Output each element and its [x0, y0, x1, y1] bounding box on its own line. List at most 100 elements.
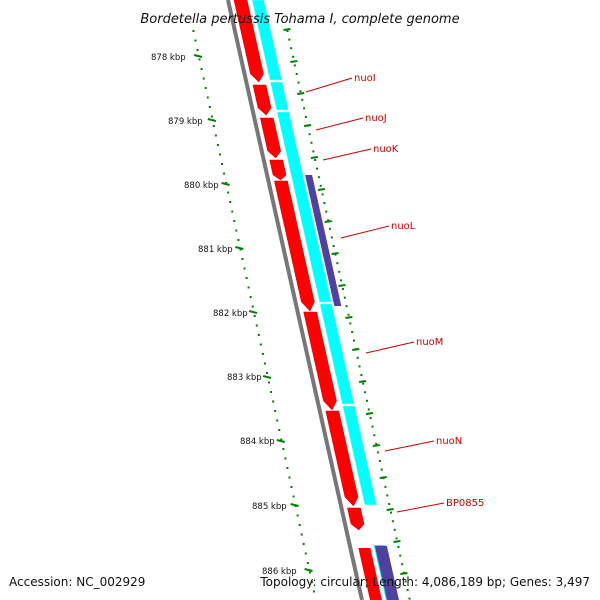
- inner-tick-dot: [200, 68, 203, 70]
- outer-tick-dot: [308, 133, 311, 136]
- outer-tick-dot: [395, 537, 398, 540]
- inner-tick-dot: [259, 343, 262, 346]
- inner-tick-dot: [214, 134, 217, 137]
- inner-tick-dot: [286, 467, 289, 469]
- outer-tick-dot: [408, 597, 411, 600]
- outer-tick-dot: [328, 227, 331, 230]
- inner-tick-dot: [212, 125, 215, 127]
- inner-tick-dot: [221, 163, 224, 165]
- outer-tick-dot: [327, 219, 330, 222]
- inner-tick-dot: [263, 362, 266, 365]
- outer-tick-dot: [397, 546, 400, 548]
- inner-tick-dot: [302, 543, 305, 545]
- gene-arrow-0: [233, 0, 264, 83]
- inner-tick-dot: [298, 524, 301, 526]
- gene-label-4: nuoM: [416, 337, 443, 348]
- outer-tick-dot: [288, 38, 291, 41]
- outer-major-tick: [338, 284, 346, 287]
- kbp-label-0: 878 kbp: [151, 53, 186, 63]
- gene-leader-4: [365, 341, 415, 354]
- gene-label-5: nuoN: [436, 436, 462, 447]
- inner-tick-dot: [261, 353, 264, 355]
- outer-tick-dot: [353, 339, 356, 342]
- kbp-label-7: 885 kbp: [252, 502, 287, 512]
- inner-tick-dot: [304, 552, 307, 555]
- outer-tick-dot: [349, 322, 352, 325]
- inner-tick-dot: [288, 476, 291, 479]
- outer-tick-dot: [399, 554, 402, 557]
- outer-tick-dot: [332, 245, 335, 247]
- inner-tick-dot: [227, 191, 230, 194]
- outer-tick-dot: [404, 580, 407, 583]
- inner-tick-dot: [296, 514, 299, 517]
- outer-tick-marks: [283, 28, 411, 600]
- kbp-tick-0: [193, 54, 203, 58]
- gene-labels: nuoI nuoJ nuoK nuoL nuoM nuoN BP0855: [305, 73, 484, 513]
- gene-arrow-1: [252, 84, 272, 116]
- gene-leader-5: [384, 440, 435, 452]
- gene-label-3: nuoL: [391, 221, 416, 232]
- outer-major-tick: [379, 476, 387, 479]
- outer-major-tick: [297, 92, 305, 95]
- outer-tick-dot: [334, 253, 337, 256]
- outer-tick-dot: [401, 563, 404, 566]
- outer-tick-dot: [310, 141, 313, 144]
- outer-tick-dot: [312, 150, 315, 153]
- kbp-label-2: 880 kbp: [184, 181, 219, 191]
- inner-tick-dot: [253, 315, 256, 317]
- kbp-labels: 878 kbp 879 kbp 880 kbp 881 kbp 882 kbp 883 k…: [151, 53, 297, 577]
- outer-tick-dot: [338, 270, 341, 273]
- outer-tick-dot: [291, 55, 294, 58]
- outer-tick-dot: [358, 365, 361, 368]
- outer-major-tick: [310, 156, 319, 159]
- outer-tick-dot: [297, 81, 300, 84]
- gene-arrow-6: [325, 410, 359, 507]
- outer-tick-dot: [330, 236, 333, 239]
- outer-tick-dot: [304, 116, 307, 118]
- outer-major-tick: [393, 540, 401, 543]
- inner-tick-dot: [204, 87, 207, 89]
- outer-tick-dot: [406, 589, 409, 591]
- inner-tick-dot: [265, 372, 268, 374]
- gene-track: [233, 0, 382, 600]
- outer-major-tick: [372, 444, 381, 447]
- kbp-tick-4: [248, 310, 258, 314]
- inner-tick-dot: [233, 220, 236, 222]
- outer-major-tick: [400, 572, 408, 575]
- kbp-tick-1: [207, 118, 217, 122]
- outer-tick-dot: [345, 305, 348, 308]
- outer-tick-dot: [367, 408, 370, 411]
- outer-tick-dot: [293, 64, 296, 67]
- inner-tick-dot: [280, 438, 283, 441]
- inner-tick-dot: [278, 429, 281, 431]
- outer-tick-dot: [362, 382, 365, 385]
- outer-major-tick: [352, 348, 360, 351]
- outer-tick-dot: [391, 520, 394, 523]
- outer-tick-dot: [347, 313, 350, 316]
- inner-tick-dot: [241, 258, 244, 260]
- gene-label-2: nuoK: [373, 144, 399, 155]
- kbp-tick-6: [276, 439, 286, 443]
- inner-tick-dot: [251, 305, 254, 308]
- gene-arrow-3: [269, 159, 287, 181]
- outer-tick-dot: [316, 167, 319, 170]
- kbp-label-1: 879 kbp: [168, 117, 203, 127]
- inner-tick-dot: [235, 229, 238, 232]
- gene-label-0: nuoI: [354, 73, 376, 84]
- outer-tick-dot: [393, 528, 396, 531]
- outer-tick-dot: [364, 391, 367, 394]
- outer-tick-dot: [389, 511, 392, 514]
- outer-tick-dot: [340, 279, 343, 282]
- outer-tick-dot: [356, 356, 359, 359]
- outer-tick-dot: [378, 460, 381, 462]
- outer-tick-dot: [286, 30, 289, 32]
- kbp-tick-7: [290, 503, 299, 507]
- outer-tick-dot: [343, 296, 346, 299]
- outer-tick-dot: [295, 73, 298, 75]
- outer-tick-dot: [336, 262, 339, 265]
- outer-tick-dot: [323, 202, 326, 204]
- inner-tick-dot: [306, 562, 309, 564]
- feature-block-lower: [374, 546, 399, 600]
- inner-tick-dot: [310, 581, 313, 583]
- outer-tick-dot: [303, 107, 306, 110]
